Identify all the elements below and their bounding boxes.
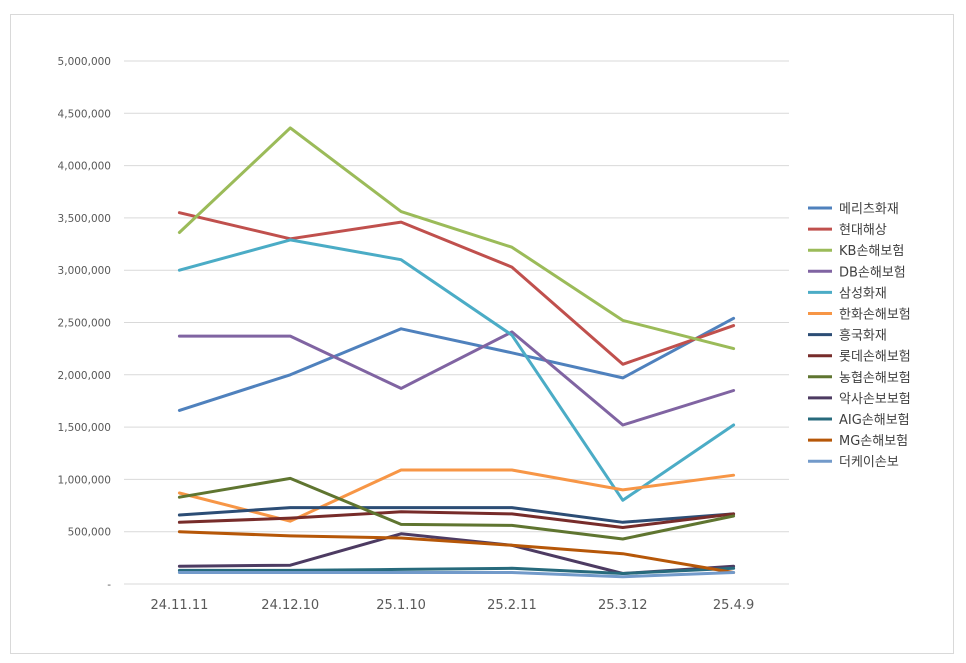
series-line-5	[177, 468, 736, 523]
x-axis: 24.11.11 24.12.10 25.1.10 25.2.11 25.3.12 25.…	[150, 598, 754, 613]
series-line-2	[177, 126, 736, 351]
y-tick-label: -	[107, 579, 111, 591]
x-tick-label: 25.4.9	[713, 598, 754, 613]
x-tick-label: 25.1.10	[376, 598, 426, 613]
y-tick-label: 1,000,000	[58, 474, 111, 486]
y-tick-label: 2,500,000	[58, 318, 111, 330]
x-tick-label: 24.11.11	[150, 598, 208, 613]
legend-label: DB손해보험	[839, 265, 906, 280]
legend-label: 롯데손해보험	[839, 350, 911, 365]
legend-label: MG손해보험	[839, 434, 908, 449]
gridlines	[124, 60, 789, 585]
legend-label: AIG손해보험	[839, 413, 910, 428]
line-chart: - 500,000 1,000,000 1,500,000 2,000,000 2,500…	[58, 56, 911, 613]
series-line-12	[177, 571, 736, 579]
series-lines	[177, 126, 736, 579]
series-line-10	[177, 566, 736, 575]
legend-label: KB손해보험	[839, 244, 904, 259]
legend-label: 삼성화재	[839, 286, 887, 301]
legend-label: 현대해상	[839, 223, 887, 238]
series-line-0	[177, 316, 736, 412]
legend-label: 한화손해보험	[839, 308, 911, 323]
series-line-11	[177, 530, 736, 574]
y-tick-label: 500,000	[68, 527, 111, 539]
y-tick-label: 5,000,000	[58, 56, 111, 68]
series-line-3	[177, 330, 736, 427]
legend-label: 메리츠화재	[839, 202, 899, 217]
series-line-6	[177, 506, 736, 524]
x-tick-label: 24.12.10	[261, 598, 319, 613]
y-tick-label: 1,500,000	[58, 422, 111, 434]
y-tick-label: 3,500,000	[58, 213, 111, 225]
legend-label: 농협손해보험	[839, 371, 911, 386]
y-axis: - 500,000 1,000,000 1,500,000 2,000,000 2,500…	[58, 56, 112, 591]
x-tick-label: 25.3.12	[598, 598, 648, 613]
legend-label: 더케이손보	[839, 455, 899, 470]
series-line-1	[177, 211, 736, 366]
series-line-4	[177, 238, 736, 502]
chart-frame: - 500,000 1,000,000 1,500,000 2,000,000 2,500…	[10, 14, 954, 654]
y-tick-label: 2,000,000	[58, 370, 111, 382]
series-line-7	[177, 510, 736, 529]
x-tick-label: 25.2.11	[487, 598, 537, 613]
y-tick-label: 3,000,000	[58, 265, 111, 277]
y-tick-label: 4,500,000	[58, 108, 111, 120]
y-tick-label: 4,000,000	[58, 161, 111, 173]
series-line-8	[177, 476, 736, 541]
legend-label: 악사손보보험	[839, 392, 911, 407]
legend-label: 흥국화재	[839, 329, 887, 344]
